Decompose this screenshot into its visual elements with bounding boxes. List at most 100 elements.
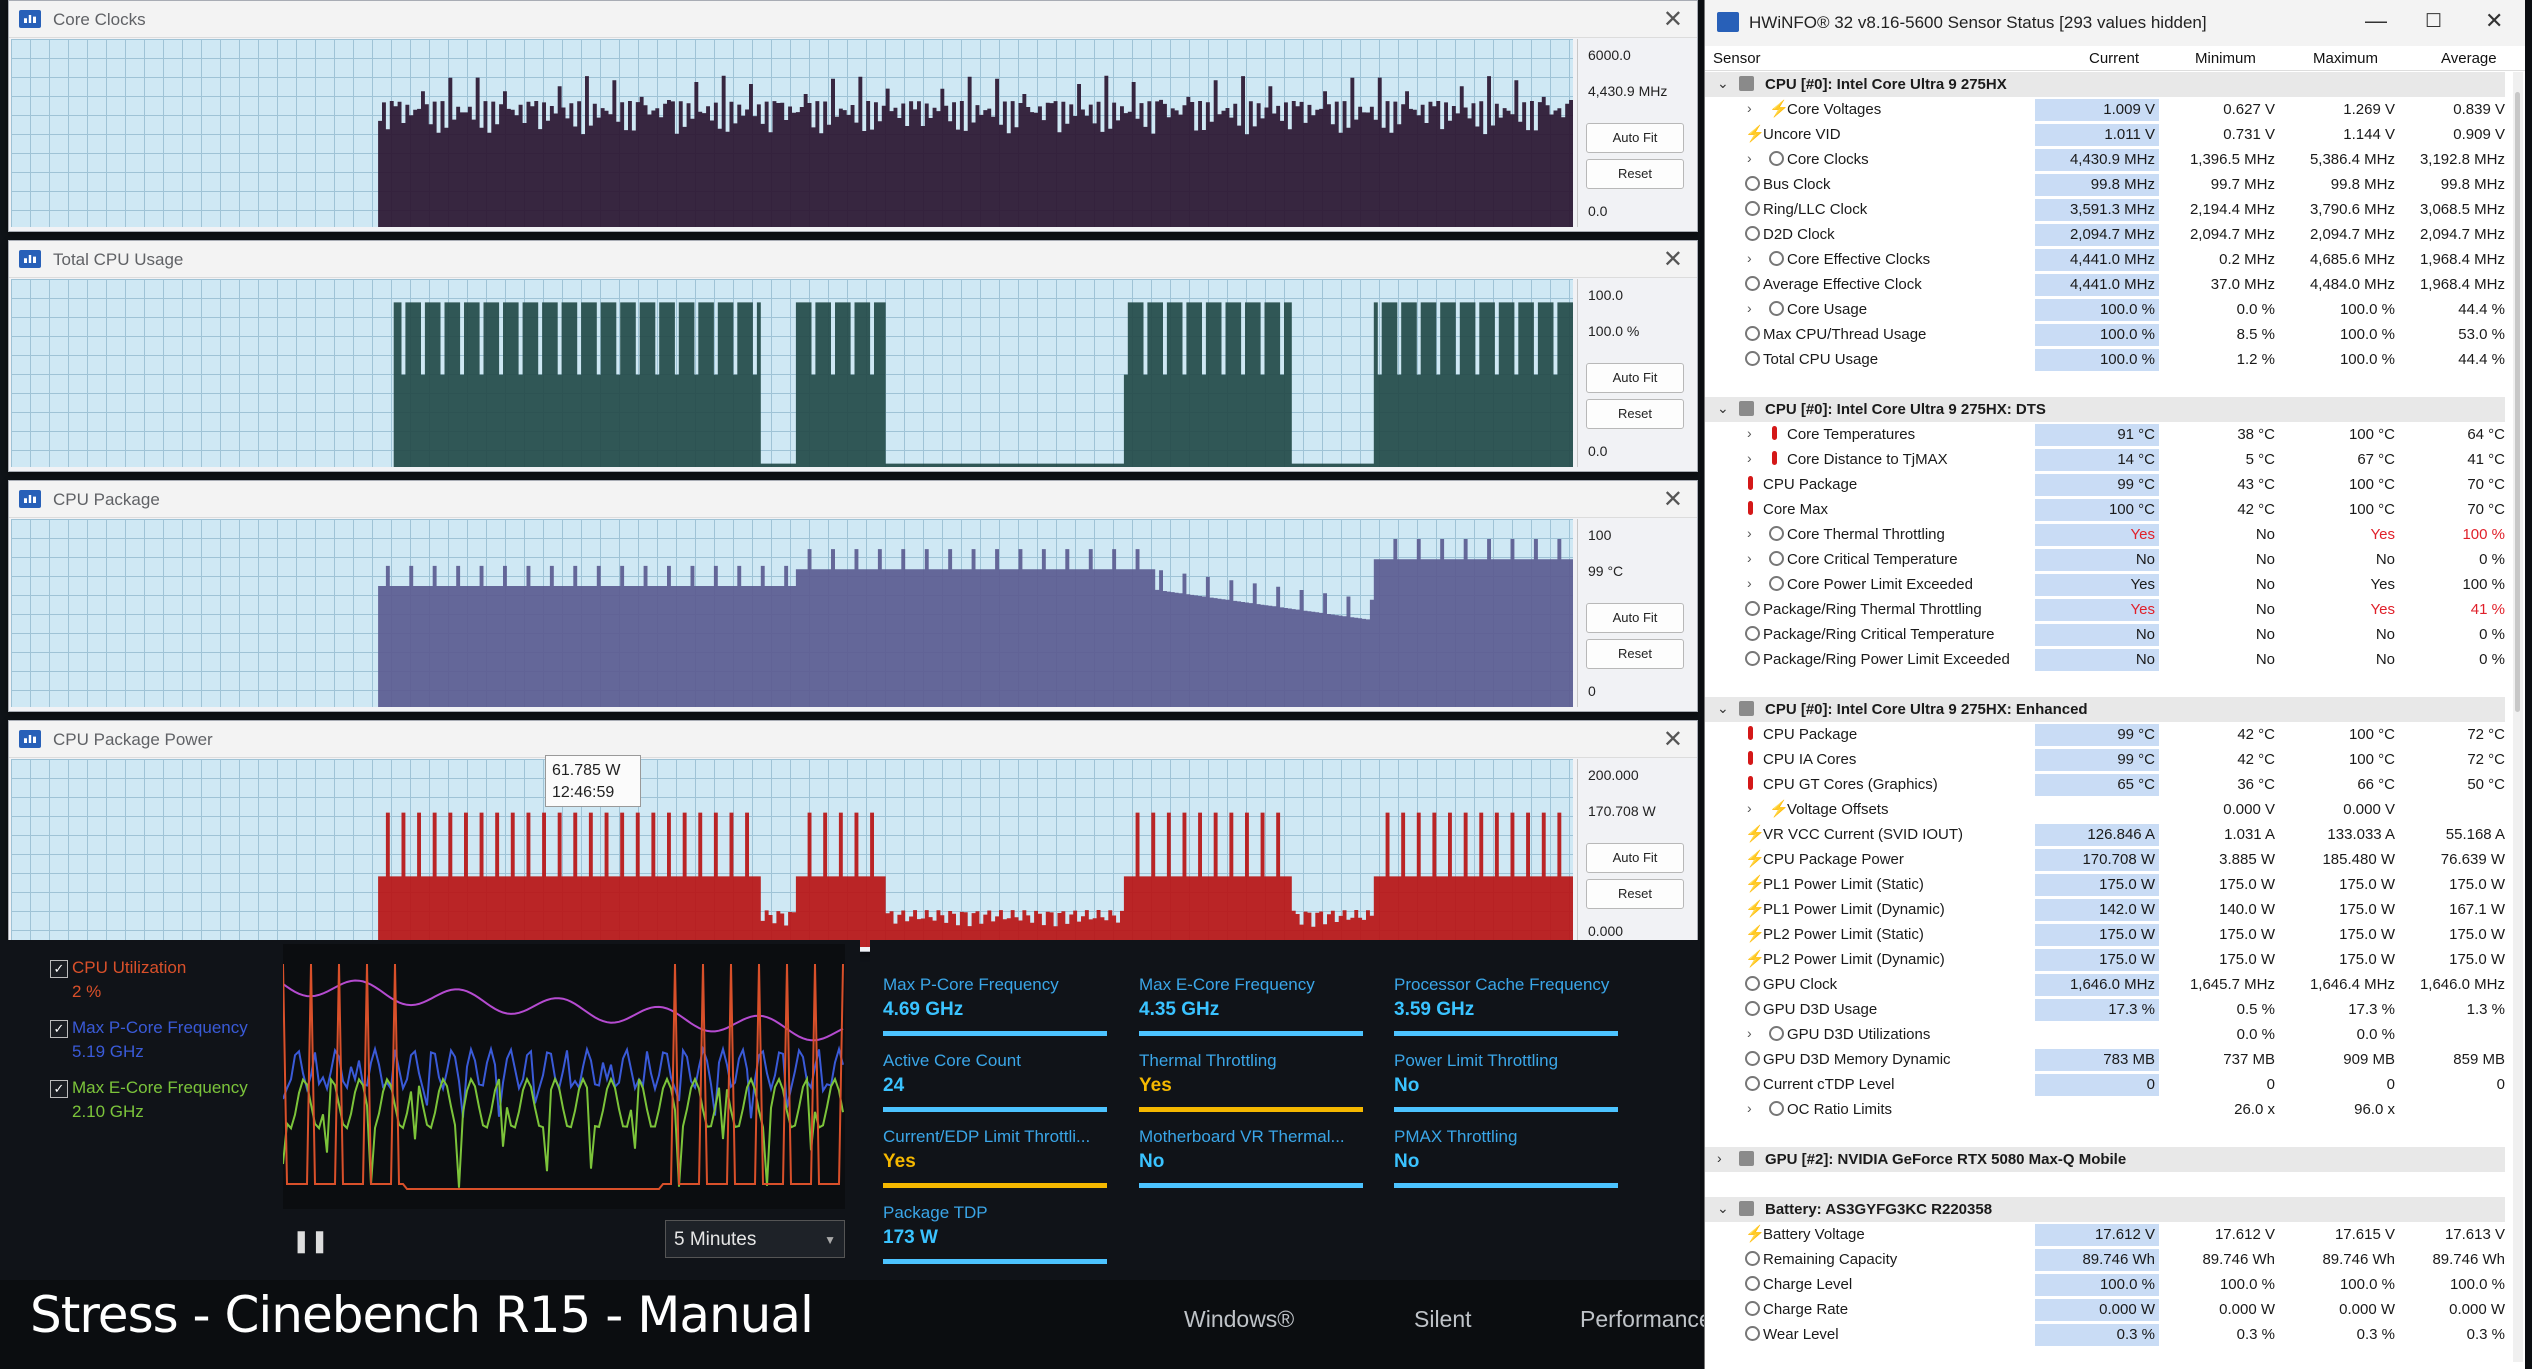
sensor-row[interactable]: Charge Rate 0.000 W 0.000 W 0.000 W 0.00… [1705, 1297, 2505, 1322]
sensor-row[interactable]: CPU IA Cores 99 °C 42 °C 100 °C 72 °C [1705, 747, 2505, 772]
sensor-row[interactable]: Remaining Capacity 89.746 Wh 89.746 Wh 8… [1705, 1247, 2505, 1272]
auto-fit-button[interactable]: Auto Fit [1586, 363, 1684, 393]
legend-checkbox[interactable]: ✓ [50, 1020, 68, 1038]
mode-performance[interactable]: Performance [1580, 1306, 1712, 1332]
chevron-right-icon[interactable]: › [1717, 1150, 1722, 1166]
chevron-right-icon[interactable]: › [1747, 575, 1752, 591]
pause-button[interactable]: ❚❚ [292, 1228, 329, 1253]
chevron-right-icon[interactable]: › [1747, 150, 1752, 166]
graph-titlebar[interactable]: Core Clocks ✕ [9, 1, 1697, 38]
minimize-icon[interactable]: — [2365, 8, 2387, 33]
sensor-row[interactable]: Current cTDP Level 0 0 0 0 [1705, 1072, 2505, 1097]
graph-titlebar[interactable]: CPU Package Power ✕ [9, 721, 1697, 758]
auto-fit-button[interactable]: Auto Fit [1586, 123, 1684, 153]
sensor-row[interactable]: › Core Clocks 4,430.9 MHz 1,396.5 MHz 5,3… [1705, 147, 2505, 172]
scrollbar-thumb[interactable] [2515, 92, 2520, 712]
sensor-row[interactable]: ⚡ PL2 Power Limit (Static) 175.0 W 175.0 … [1705, 922, 2505, 947]
header-average[interactable]: Average [2441, 50, 2497, 67]
header-minimum[interactable]: Minimum [2195, 50, 2256, 67]
sensor-row[interactable]: Average Effective Clock 4,441.0 MHz 37.0… [1705, 272, 2505, 297]
sensor-row[interactable]: › Core Thermal Throttling Yes No Yes 100 … [1705, 522, 2505, 547]
mode-silent[interactable]: Silent [1414, 1306, 1472, 1332]
sensor-row[interactable]: Ring/LLC Clock 3,591.3 MHz 2,194.4 MHz 3… [1705, 197, 2505, 222]
sensor-row[interactable]: ⚡ PL2 Power Limit (Dynamic) 175.0 W 175.0… [1705, 947, 2505, 972]
reset-button[interactable]: Reset [1586, 879, 1684, 909]
sensor-row[interactable]: › ⚡ Voltage Offsets 0.000 V 0.000 V [1705, 797, 2505, 822]
sensor-row[interactable]: Package/Ring Critical Temperature No No … [1705, 622, 2505, 647]
chevron-down-icon[interactable]: ⌄ [1717, 75, 1729, 91]
sensor-row[interactable]: › ⚡ Core Voltages 1.009 V 0.627 V 1.269 V … [1705, 97, 2505, 122]
sensor-row[interactable]: CPU Package 99 °C 43 °C 100 °C 70 °C [1705, 472, 2505, 497]
sensor-row[interactable]: CPU GT Cores (Graphics) 65 °C 36 °C 66 °… [1705, 772, 2505, 797]
legend-checkbox[interactable]: ✓ [50, 1080, 68, 1098]
sensor-row[interactable]: ⚡ VR VCC Current (SVID IOUT) 126.846 A 1.… [1705, 822, 2505, 847]
sensor-group-header[interactable]: ⌄ CPU [#0]: Intel Core Ultra 9 275HX: En… [1705, 697, 2505, 722]
header-sensor[interactable]: Sensor [1713, 50, 1761, 67]
sensor-row[interactable]: › Core Usage 100.0 % 0.0 % 100.0 % 44.4 % [1705, 297, 2505, 322]
sensor-row[interactable]: Max CPU/Thread Usage 100.0 % 8.5 % 100.0… [1705, 322, 2505, 347]
legend-checkbox[interactable]: ✓ [50, 960, 68, 978]
close-icon[interactable]: ✕ [1662, 486, 1683, 513]
sensor-row[interactable]: › OC Ratio Limits 26.0 x 96.0 x [1705, 1097, 2505, 1122]
chevron-down-icon[interactable]: ⌄ [1717, 400, 1729, 416]
sensor-row[interactable]: › Core Effective Clocks 4,441.0 MHz 0.2 M… [1705, 247, 2505, 272]
chevron-down-icon[interactable]: ⌄ [1717, 1200, 1729, 1216]
chevron-right-icon[interactable]: › [1747, 550, 1752, 566]
auto-fit-button[interactable]: Auto Fit [1586, 603, 1684, 633]
sensor-row[interactable]: ⚡ CPU Package Power 170.708 W 3.885 W 185… [1705, 847, 2505, 872]
chevron-down-icon[interactable]: ⌄ [1717, 700, 1729, 716]
sensor-row[interactable]: › Core Power Limit Exceeded Yes No Yes 10… [1705, 572, 2505, 597]
graph-titlebar[interactable]: CPU Package ✕ [9, 481, 1697, 518]
sensor-row[interactable]: GPU D3D Memory Dynamic 783 MB 737 MB 909… [1705, 1047, 2505, 1072]
sensor-row[interactable]: ⚡ Uncore VID 1.011 V 0.731 V 1.144 V 0.90… [1705, 122, 2505, 147]
sensor-group-header[interactable]: ⌄ CPU [#0]: Intel Core Ultra 9 275HX [1705, 72, 2505, 97]
chevron-right-icon[interactable]: › [1747, 450, 1752, 466]
chevron-right-icon[interactable]: › [1747, 1100, 1752, 1116]
close-icon[interactable]: ✕ [1662, 726, 1683, 753]
chevron-right-icon[interactable]: › [1747, 525, 1752, 541]
auto-fit-button[interactable]: Auto Fit [1586, 843, 1684, 873]
mode-windows[interactable]: Windows® [1184, 1306, 1295, 1332]
chevron-right-icon[interactable]: › [1747, 250, 1752, 266]
chevron-right-icon[interactable]: › [1747, 425, 1752, 441]
sensor-row[interactable]: D2D Clock 2,094.7 MHz 2,094.7 MHz 2,094.… [1705, 222, 2505, 247]
graph-titlebar[interactable]: Total CPU Usage ✕ [9, 241, 1697, 278]
sensor-row[interactable]: Wear Level 0.3 % 0.3 % 0.3 % 0.3 % [1705, 1322, 2505, 1347]
close-icon[interactable]: ✕ [2485, 8, 2504, 33]
header-maximum[interactable]: Maximum [2313, 50, 2379, 67]
close-icon[interactable]: ✕ [1662, 6, 1683, 33]
sensor-row[interactable]: CPU Package 99 °C 42 °C 100 °C 72 °C [1705, 722, 2505, 747]
chevron-right-icon[interactable]: › [1747, 100, 1752, 116]
duration-dropdown[interactable]: 5 Minutes ▼ [665, 1220, 845, 1258]
chevron-right-icon[interactable]: › [1747, 1025, 1752, 1041]
sensor-group-header[interactable]: ⌄ CPU [#0]: Intel Core Ultra 9 275HX: DT… [1705, 397, 2505, 422]
close-icon[interactable]: ✕ [1662, 246, 1683, 273]
maximize-icon[interactable]: ☐ [2425, 11, 2443, 32]
sensor-row[interactable]: ⚡ PL1 Power Limit (Dynamic) 142.0 W 140.0… [1705, 897, 2505, 922]
graph-window-2[interactable]: CPU Package ✕ 100 99 °C Auto Fit Reset 0 [8, 480, 1698, 712]
sensor-row[interactable]: › Core Critical Temperature No No No 0 % [1705, 547, 2505, 572]
sensor-row[interactable]: Package/Ring Power Limit Exceeded No No … [1705, 647, 2505, 672]
sensor-row[interactable]: Charge Level 100.0 % 100.0 % 100.0 % 100… [1705, 1272, 2505, 1297]
sensor-row[interactable]: ⚡ PL1 Power Limit (Static) 175.0 W 175.0 … [1705, 872, 2505, 897]
sensor-row[interactable]: GPU Clock 1,646.0 MHz 1,645.7 MHz 1,646.… [1705, 972, 2505, 997]
reset-button[interactable]: Reset [1586, 639, 1684, 669]
chevron-right-icon[interactable]: › [1747, 300, 1752, 316]
sensor-group-header[interactable]: ⌄ Battery: AS3GYFG3KC R220358 [1705, 1197, 2505, 1222]
header-current[interactable]: Current [2089, 50, 2140, 67]
sensor-row[interactable]: › GPU D3D Utilizations 0.0 % 0.0 % [1705, 1022, 2505, 1047]
reset-button[interactable]: Reset [1586, 159, 1684, 189]
reset-button[interactable]: Reset [1586, 399, 1684, 429]
sensor-row[interactable]: › Core Temperatures 91 °C 38 °C 100 °C 64… [1705, 422, 2505, 447]
sensor-row[interactable]: GPU D3D Usage 17.3 % 0.5 % 17.3 % 1.3 % [1705, 997, 2505, 1022]
sensor-row[interactable]: Package/Ring Thermal Throttling Yes No Y… [1705, 597, 2505, 622]
sensor-row[interactable]: › Core Distance to TjMAX 14 °C 5 °C 67 °C… [1705, 447, 2505, 472]
sensor-group-header[interactable]: › GPU [#2]: NVIDIA GeForce RTX 5080 Max-… [1705, 1147, 2505, 1172]
sensor-row[interactable]: Total CPU Usage 100.0 % 1.2 % 100.0 % 44… [1705, 347, 2505, 372]
sensor-row[interactable]: ⚡ Battery Voltage 17.612 V 17.612 V 17.61… [1705, 1222, 2505, 1247]
sensor-row[interactable]: Bus Clock 99.8 MHz 99.7 MHz 99.8 MHz 99.… [1705, 172, 2505, 197]
chevron-right-icon[interactable]: › [1747, 800, 1752, 816]
graph-window-0[interactable]: Core Clocks ✕ 6000.0 4,430.9 MHz Auto Fi… [8, 0, 1698, 232]
sensor-row[interactable]: Core Max 100 °C 42 °C 100 °C 70 °C [1705, 497, 2505, 522]
graph-window-1[interactable]: Total CPU Usage ✕ 100.0 100.0 % Auto Fit… [8, 240, 1698, 472]
